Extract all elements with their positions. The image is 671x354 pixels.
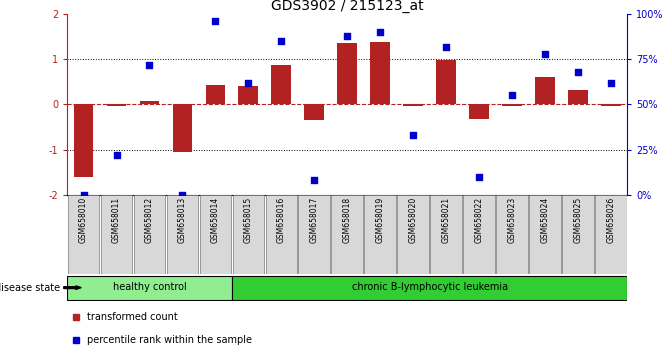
Point — [276, 38, 287, 44]
Text: GSM658016: GSM658016 — [277, 197, 286, 243]
Text: healthy control: healthy control — [113, 282, 187, 292]
Bar — [199, 195, 231, 274]
Point — [342, 33, 353, 39]
Text: GSM658011: GSM658011 — [112, 197, 121, 243]
Point — [210, 18, 221, 24]
Text: percentile rank within the sample: percentile rank within the sample — [87, 335, 252, 346]
Bar — [305, 104, 324, 120]
Point — [177, 192, 188, 198]
Text: GSM658012: GSM658012 — [145, 197, 154, 243]
Text: GSM658020: GSM658020 — [409, 197, 417, 243]
Text: GSM658022: GSM658022 — [474, 197, 484, 243]
Bar — [74, 104, 93, 177]
Bar — [529, 195, 561, 274]
Bar — [299, 195, 330, 274]
Bar — [101, 195, 132, 274]
Text: chronic B-lymphocytic leukemia: chronic B-lymphocytic leukemia — [352, 282, 508, 292]
Text: transformed count: transformed count — [87, 312, 177, 322]
Bar — [107, 104, 126, 106]
Bar — [338, 44, 357, 104]
Bar — [67, 276, 232, 299]
Bar — [172, 104, 193, 152]
Bar — [601, 104, 621, 106]
Bar — [232, 276, 627, 299]
Text: GSM658023: GSM658023 — [507, 197, 517, 243]
Point — [474, 174, 484, 179]
Text: GSM658026: GSM658026 — [607, 197, 615, 243]
Bar — [272, 65, 291, 104]
Bar — [140, 101, 160, 104]
Text: GSM658014: GSM658014 — [211, 197, 220, 243]
Text: GSM658010: GSM658010 — [79, 197, 88, 243]
Bar — [233, 195, 264, 274]
Bar — [502, 104, 522, 106]
Point — [441, 44, 452, 50]
Bar — [364, 195, 396, 274]
Bar — [134, 195, 165, 274]
Bar — [436, 60, 456, 104]
Point — [605, 80, 616, 86]
Bar — [568, 90, 588, 104]
Bar — [497, 195, 528, 274]
Text: disease state: disease state — [0, 282, 60, 293]
Bar — [205, 85, 225, 104]
Text: GSM658017: GSM658017 — [310, 197, 319, 243]
Text: GSM658013: GSM658013 — [178, 197, 187, 243]
Point — [144, 62, 155, 68]
Bar — [331, 195, 363, 274]
Text: GSM658019: GSM658019 — [376, 197, 384, 243]
Point — [309, 177, 319, 183]
Point — [375, 29, 386, 35]
Text: GSM658018: GSM658018 — [343, 197, 352, 243]
Bar — [595, 195, 627, 274]
Bar — [463, 195, 495, 274]
Bar — [166, 195, 198, 274]
Point — [539, 51, 550, 57]
Text: GSM658025: GSM658025 — [574, 197, 582, 243]
Point — [408, 132, 419, 138]
Bar — [430, 195, 462, 274]
Point — [111, 152, 122, 158]
Bar — [562, 195, 594, 274]
Title: GDS3902 / 215123_at: GDS3902 / 215123_at — [271, 0, 423, 13]
Bar — [397, 195, 429, 274]
Point — [572, 69, 583, 75]
Point — [79, 192, 89, 198]
Bar — [403, 104, 423, 106]
Text: GSM658021: GSM658021 — [442, 197, 451, 243]
Bar — [266, 195, 297, 274]
Bar — [469, 104, 489, 119]
Point — [507, 93, 517, 98]
Point — [243, 80, 254, 86]
Bar — [238, 86, 258, 104]
Bar — [535, 78, 555, 104]
Text: GSM658015: GSM658015 — [244, 197, 253, 243]
Bar — [68, 195, 99, 274]
Bar — [370, 42, 390, 104]
Text: GSM658024: GSM658024 — [540, 197, 550, 243]
